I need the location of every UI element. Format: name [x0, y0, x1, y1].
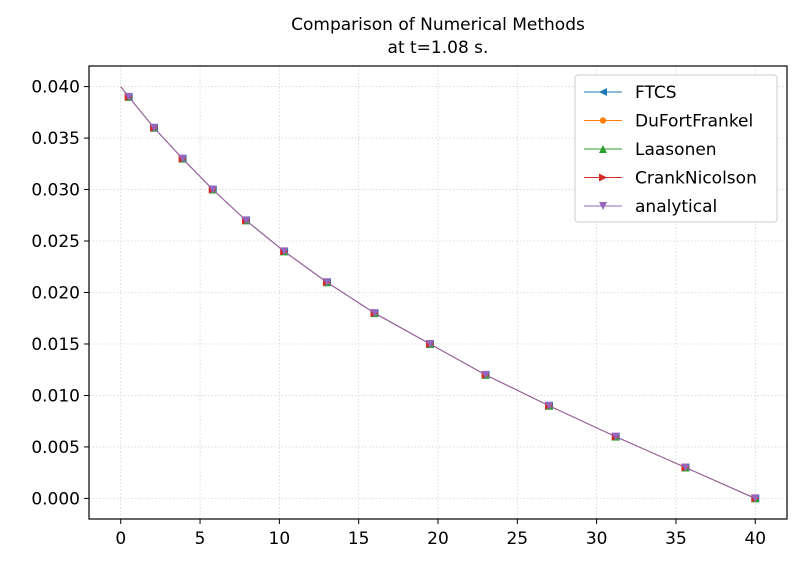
- legend-label: CrankNicolson: [635, 169, 757, 189]
- series-analytical: [120, 86, 760, 503]
- x-tick-label: 20: [427, 529, 449, 549]
- y-tick-label: 0.025: [31, 232, 80, 252]
- y-tick-label: 0.040: [31, 78, 80, 98]
- chart-title: Comparison of Numerical Methods: [291, 15, 585, 35]
- y-tick-label: 0.030: [31, 181, 80, 201]
- data-point-analytical: [751, 494, 760, 503]
- plot-frame: [88, 65, 788, 520]
- data-point-analytical: [124, 92, 133, 101]
- x-tick-label: 10: [269, 529, 291, 549]
- legend-marker-ftcs: [599, 88, 607, 96]
- legend-marker-cranknicolson: [599, 173, 607, 182]
- legend-label: DuFortFrankel: [635, 112, 753, 132]
- y-tick-label: 0.005: [31, 438, 80, 458]
- x-tick-label: 5: [195, 529, 206, 549]
- y-axis: 0.000 0.005 0.010 0.015 0.020 0.025 0.030 0.035…: [31, 78, 89, 509]
- legend-marker-dufortfrankel: [599, 117, 607, 124]
- legend-label: analytical: [635, 197, 717, 217]
- x-tick-label: 35: [665, 529, 687, 549]
- x-tick-label: 25: [506, 529, 528, 549]
- y-tick-label: 0.010: [31, 386, 80, 406]
- data-point-analytical: [370, 309, 379, 318]
- x-tick-label: 0: [115, 529, 126, 549]
- x-axis: 0 5 10 15 20 25 30 35 40: [115, 519, 766, 549]
- data-point-analytical: [481, 370, 490, 379]
- legend-marker-laasonen: [599, 145, 607, 153]
- x-tick-label: 40: [744, 529, 766, 549]
- data-point-analytical: [280, 247, 289, 256]
- data-point-analytical: [208, 185, 217, 194]
- y-tick-label: 0.000: [31, 489, 80, 509]
- y-tick-label: 0.035: [31, 129, 80, 149]
- legend-label: FTCS: [635, 83, 677, 103]
- y-tick-label: 0.015: [31, 335, 80, 355]
- data-point-analytical: [178, 154, 187, 163]
- data-point-analytical: [322, 278, 331, 287]
- legend-box: [574, 74, 778, 223]
- data-point-analytical: [426, 339, 435, 348]
- legend-label: Laasonen: [635, 140, 717, 160]
- data-point-analytical: [242, 216, 251, 225]
- legend-marker-analytical: [599, 202, 607, 210]
- x-tick-label: 15: [348, 529, 370, 549]
- plot-series: [120, 86, 760, 503]
- data-point-analytical: [611, 432, 620, 441]
- chart-subtitle: at t=1.08 s.: [388, 38, 489, 58]
- x-tick-label: 30: [586, 529, 608, 549]
- data-point-analytical: [681, 463, 690, 472]
- legend: FTCS DuFortFrankel Laasonen CrankNicolson an…: [574, 74, 778, 223]
- y-tick-label: 0.020: [31, 284, 80, 304]
- data-point-analytical: [150, 123, 159, 132]
- data-point-analytical: [545, 401, 554, 410]
